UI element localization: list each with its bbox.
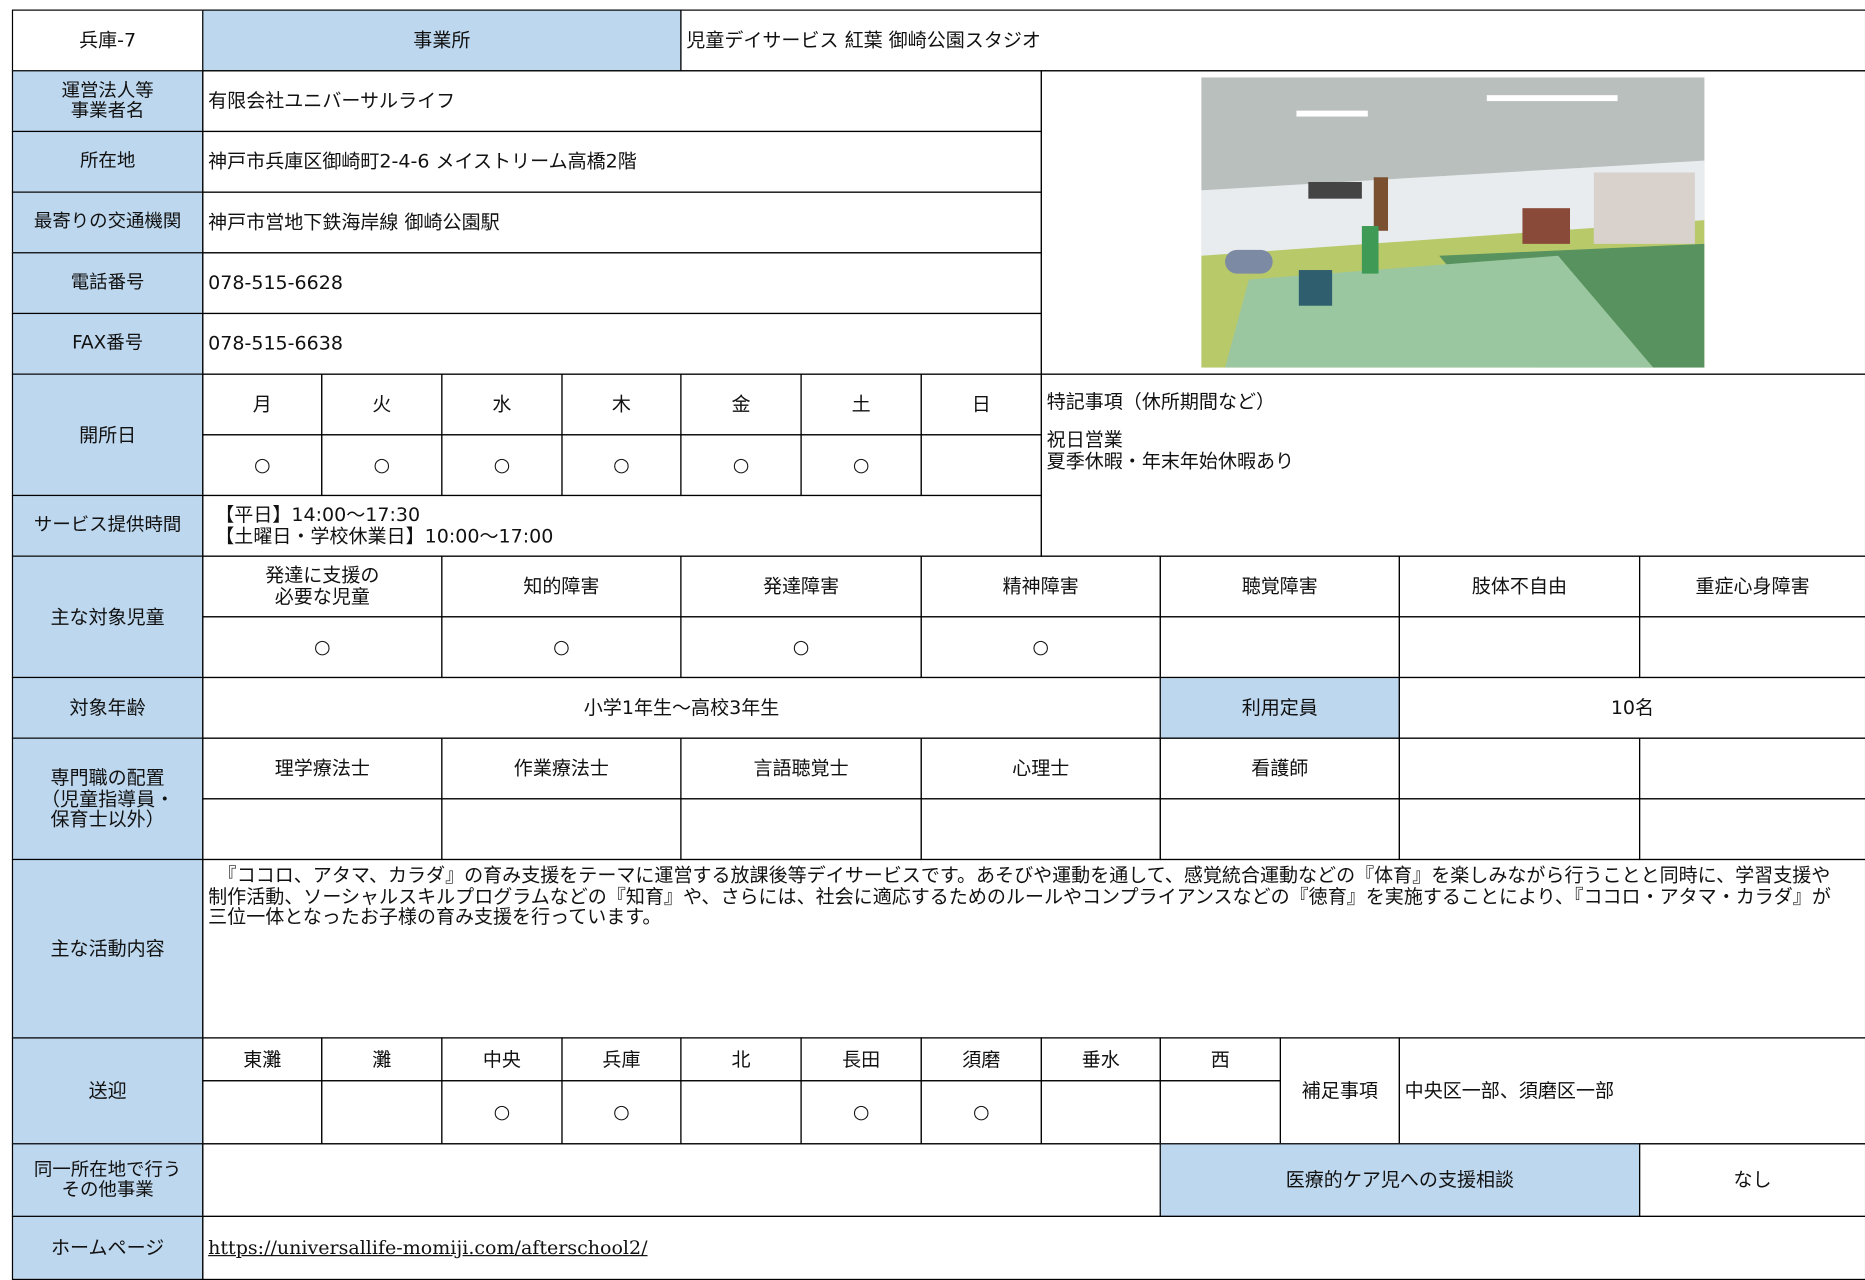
area-header: 兵庫 [561,1037,682,1082]
target-mark: ○ [441,616,682,679]
day-header: 金 [680,373,802,436]
row-value: 神戸市営地下鉄海岸線 御崎公園駅 [202,191,1042,254]
day-mark: ○ [202,434,323,497]
note-label: 補足事項 [1279,1037,1400,1145]
target-header: 精神障害 [920,555,1161,618]
notes-title: 特記事項（休所期間など） [1046,390,1276,413]
area-mark [680,1080,802,1145]
day-header: 木 [561,373,682,436]
area-mark [1040,1080,1161,1145]
row-value: 神戸市兵庫区御崎町2-4-6 メイストリーム高橋2階 [202,130,1042,193]
row-label: 対象年齢 [11,676,204,739]
capacity-value: 10名 [1398,676,1865,739]
activities-text: 『ココロ、アタマ、カラダ』の育み支援をテーマに運営する放課後等デイサービスです。… [202,858,1865,1039]
notes-text: 祝日営業 夏季休暇・年末年始休暇あり [1046,428,1295,473]
row-label: 開所日 [11,373,204,497]
day-mark: ○ [561,434,682,497]
area-header: 北 [680,1037,802,1082]
specialist-header: 心理士 [920,737,1161,800]
area-mark [321,1080,443,1145]
area-mark: ○ [920,1080,1042,1145]
day-mark: ○ [441,434,563,497]
homepage-link[interactable]: https://universallife-momiji.com/aftersc… [208,1236,648,1259]
day-mark: ○ [680,434,802,497]
row-label: ホームページ [11,1215,204,1280]
specialist-mark [920,798,1161,861]
specialist-mark [1398,798,1641,861]
area-mark [1159,1080,1281,1145]
day-header: 水 [441,373,563,436]
target-mark [1638,616,1865,679]
area-mark: ○ [561,1080,682,1145]
target-mark [1398,616,1641,679]
specialist-header: 作業療法士 [441,737,682,800]
area-mark: ○ [800,1080,922,1145]
specialist-header: 言語聴覚士 [680,737,922,800]
target-mark: ○ [680,616,922,679]
target-mark [1159,616,1400,679]
row-label: FAX番号 [11,312,204,375]
day-mark: ○ [800,434,922,497]
specialist-mark [1638,798,1865,861]
row-value: 078-515-6628 [202,252,1042,315]
row-value: 有限会社ユニバーサルライフ [202,70,1042,133]
area-mark: ○ [441,1080,563,1145]
row-label: 同一所在地で行う その他事業 [11,1143,204,1217]
homepage-cell: https://universallife-momiji.com/aftersc… [202,1215,1865,1280]
specialist-mark [202,798,443,861]
area-header: 中央 [441,1037,563,1082]
target-mark: ○ [920,616,1161,679]
target-header: 肢体不自由 [1398,555,1641,618]
medical-label: 医療的ケア児への支援相談 [1159,1143,1641,1217]
row-label: 主な活動内容 [11,858,204,1039]
hours-value: 【平日】14:00～17:30 【土曜日・学校休業日】10:00～17:00 [202,494,1042,557]
code-cell: 兵庫-7 [11,9,204,72]
row-label: サービス提供時間 [11,494,204,557]
day-header: 日 [920,373,1042,436]
row-label: 送迎 [11,1037,204,1145]
area-header: 長田 [800,1037,922,1082]
row-label: 専門職の配置 （児童指導員・ 保育士以外） [11,737,204,861]
row-value: 078-515-6638 [202,312,1042,375]
facility-name: 児童デイサービス 紅葉 御崎公園スタジオ [680,9,1865,72]
area-header: 東灘 [202,1037,323,1082]
medical-value: なし [1638,1143,1865,1217]
day-header: 土 [800,373,922,436]
specialist-header [1398,737,1641,800]
row-label: 電話番号 [11,252,204,315]
age-value: 小学1年生～高校3年生 [202,676,1161,739]
specialist-header [1638,737,1865,800]
row-label: 所在地 [11,130,204,193]
area-mark [202,1080,323,1145]
row-label: 運営法人等 事業者名 [11,70,204,133]
target-mark: ○ [202,616,443,679]
day-mark: ○ [321,434,443,497]
capacity-label: 利用定員 [1159,676,1400,739]
specialist-mark [1159,798,1400,861]
row-label: 最寄りの交通機関 [11,191,204,254]
specialist-header: 看護師 [1159,737,1400,800]
other-value [202,1143,1161,1217]
day-mark [920,434,1042,497]
day-header: 月 [202,373,323,436]
target-header: 発達に支援の 必要な児童 [202,555,443,618]
specialist-mark [680,798,922,861]
day-header: 火 [321,373,443,436]
target-header: 発達障害 [680,555,922,618]
notes-cell: 特記事項（休所期間など） 祝日営業 夏季休暇・年末年始休暇あり [1040,373,1865,557]
row-label: 主な対象児童 [11,555,204,679]
target-header: 知的障害 [441,555,682,618]
area-header: 灘 [321,1037,443,1082]
area-header: 須磨 [920,1037,1042,1082]
target-header: 聴覚障害 [1159,555,1400,618]
area-header: 西 [1159,1037,1281,1082]
facility-photo [1201,77,1705,368]
area-header: 垂水 [1040,1037,1161,1082]
header-label: 事業所 [202,9,682,72]
specialist-header: 理学療法士 [202,737,443,800]
target-header: 重症心身障害 [1638,555,1865,618]
specialist-mark [441,798,682,861]
note-value: 中央区一部、須磨区一部 [1398,1037,1865,1145]
